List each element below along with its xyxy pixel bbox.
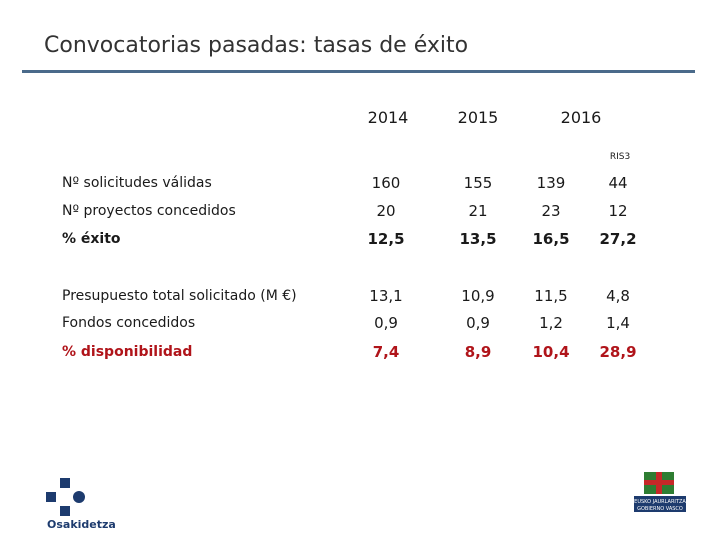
cell: 13,5 xyxy=(459,230,497,248)
cell: 12,5 xyxy=(367,230,405,248)
cell: 1,2 xyxy=(539,314,563,332)
cell: 155 xyxy=(463,174,493,192)
cell: 20 xyxy=(376,202,396,220)
row-label: % disponibilidad xyxy=(62,344,193,360)
cell: 16,5 xyxy=(532,230,570,248)
cell: 21 xyxy=(468,202,488,220)
cell: 12 xyxy=(608,202,628,220)
row-label: Fondos concedidos xyxy=(62,315,196,331)
osakidetza-logo-mark xyxy=(46,478,85,516)
cell: 27,2 xyxy=(599,230,637,248)
cell: 1,4 xyxy=(606,314,630,332)
year-header: 2016 xyxy=(560,108,602,127)
row-label: Nº proyectos concedidos xyxy=(62,203,236,219)
cell: 4,8 xyxy=(606,287,630,305)
cell: 28,9 xyxy=(599,343,637,361)
cell: 10,4 xyxy=(532,343,570,361)
right-logo-text: EUSKO JAURLARITZA xyxy=(634,499,686,505)
subheader: RIS3 xyxy=(609,152,631,162)
cell: 44 xyxy=(608,174,628,192)
cell: 11,5 xyxy=(534,287,568,305)
left-logo-text: Osakidetza xyxy=(47,518,116,531)
row-label: Nº solicitudes válidas xyxy=(62,175,212,191)
cell: 160 xyxy=(371,174,401,192)
cell: 10,9 xyxy=(461,287,495,305)
cell: 8,9 xyxy=(464,343,492,361)
slide-title: Convocatorias pasadas: tasas de éxito xyxy=(44,33,469,58)
year-header: 2014 xyxy=(367,108,409,127)
cell: 0,9 xyxy=(374,314,398,332)
row-label: Presupuesto total solicitado (M €) xyxy=(62,288,297,304)
cell: 139 xyxy=(536,174,566,192)
cell: 0,9 xyxy=(466,314,490,332)
gobierno-vasco-logo: EUSKO JAURLARITZA GOBIERNO VASCO xyxy=(634,472,686,512)
cell: 7,4 xyxy=(372,343,400,361)
cell: 13,1 xyxy=(369,287,403,305)
right-logo-text: GOBIERNO VASCO xyxy=(637,506,683,512)
row-label: % éxito xyxy=(62,231,121,247)
title-rule xyxy=(22,70,695,73)
year-header: 2015 xyxy=(457,108,499,127)
cell: 23 xyxy=(541,202,561,220)
